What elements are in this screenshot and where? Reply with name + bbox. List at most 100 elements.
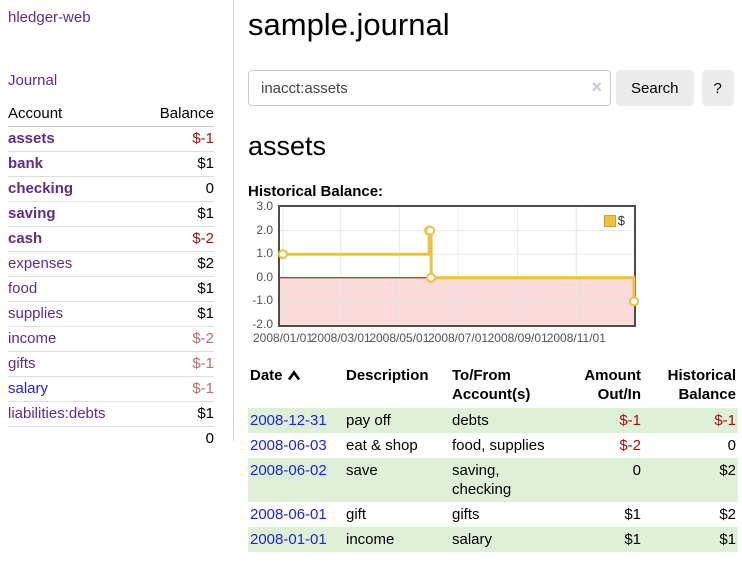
account-link-assets[interactable]: assets xyxy=(8,130,55,147)
description-column-header: Description xyxy=(346,367,429,384)
transaction-amount: $1 xyxy=(624,506,641,523)
transaction-date-link[interactable]: 2008-06-03 xyxy=(250,437,327,454)
account-balance: 0 xyxy=(111,176,214,202)
transaction-description: income xyxy=(346,531,395,548)
account-balance: $2 xyxy=(111,251,214,277)
account-balance-table: Account Balance assets $-1 bank $1 check… xyxy=(8,102,214,451)
account-row: saving $1 xyxy=(8,201,214,227)
account-link-food[interactable]: food xyxy=(8,280,38,297)
account-row: assets $-1 xyxy=(8,126,214,152)
search-button[interactable]: Search xyxy=(616,70,694,106)
accounts-total: 0 xyxy=(111,426,214,451)
page-title: sample.journal xyxy=(248,7,450,42)
account-link-saving[interactable]: saving xyxy=(8,205,56,222)
brand-link[interactable]: hledger-web xyxy=(8,9,91,26)
legend-label: $ xyxy=(617,213,625,228)
transaction-balance: $2 xyxy=(719,506,736,523)
account-balance: $-1 xyxy=(111,126,214,152)
y-tick-label: 2.0 xyxy=(256,222,273,237)
y-tick-label: 1.0 xyxy=(256,246,273,261)
account-link-income[interactable]: income xyxy=(8,330,57,347)
account-balance: $-1 xyxy=(111,351,214,377)
account-row: income $-2 xyxy=(8,326,214,352)
transaction-accounts: salary xyxy=(452,531,493,548)
transaction-description: pay off xyxy=(346,412,391,429)
transaction-row: 2008-06-02 save saving, checking 0 $2 xyxy=(248,458,738,502)
transaction-row: 2008-12-31 pay off debts $-1 $-1 xyxy=(248,408,738,433)
account-link-supplies[interactable]: supplies xyxy=(8,305,64,322)
y-axis-labels: 3.0 2.0 1.0 0.0 -1.0 -2.0 xyxy=(248,199,276,331)
transaction-balance: $-1 xyxy=(714,412,736,429)
x-tick-label: 2008/11/01 xyxy=(546,331,606,345)
account-link-expenses[interactable]: expenses xyxy=(8,255,73,272)
transaction-amount: $-1 xyxy=(619,412,641,429)
balance-column-header: Historical Balance xyxy=(667,367,736,403)
account-row: expenses $2 xyxy=(8,251,214,277)
balance-column-header: Balance xyxy=(111,102,214,127)
transaction-balance: $2 xyxy=(719,462,736,479)
x-tick-label: 2008/01/01 xyxy=(252,331,314,345)
search-input[interactable] xyxy=(248,70,611,106)
transaction-date-link[interactable]: 2008-06-01 xyxy=(250,506,327,523)
transactions-header-row: Date Description To/From Account(s) Amou… xyxy=(248,366,738,408)
account-link-checking[interactable]: checking xyxy=(8,180,74,197)
chart-legend: $ xyxy=(603,213,625,228)
transaction-balance: $1 xyxy=(719,531,736,548)
account-row: bank $1 xyxy=(8,151,214,177)
account-row: cash $-2 xyxy=(8,226,214,252)
transaction-amount: 0 xyxy=(632,462,641,479)
transaction-description: eat & shop xyxy=(346,437,418,454)
account-balance: $1 xyxy=(111,201,214,227)
legend-swatch-icon xyxy=(603,214,616,227)
help-button[interactable]: ? xyxy=(701,70,734,106)
chart-canvas xyxy=(278,207,639,325)
sidebar-item-journal[interactable]: Journal xyxy=(8,72,58,89)
account-balance: $1 xyxy=(111,401,214,427)
account-column-header: Account xyxy=(8,102,111,127)
account-link-bank[interactable]: bank xyxy=(8,155,44,172)
transaction-date-link[interactable]: 2008-06-02 xyxy=(250,462,327,479)
data-point-marker xyxy=(426,272,437,283)
account-row: supplies $1 xyxy=(8,301,214,327)
transaction-accounts: debts xyxy=(452,412,489,429)
amount-column-header: Amount Out/In xyxy=(584,367,641,403)
transaction-accounts: food, supplies xyxy=(452,437,545,454)
account-balance: $1 xyxy=(111,276,214,302)
account-row: gifts $-1 xyxy=(8,351,214,377)
account-link-cash[interactable]: cash xyxy=(8,230,43,247)
sidebar: hledger-web Journal Account Balance asse… xyxy=(0,0,234,451)
date-column-header[interactable]: Date xyxy=(248,366,344,408)
account-link-gifts[interactable]: gifts xyxy=(8,355,36,372)
transaction-row: 2008-06-01 gift gifts $1 $2 xyxy=(248,502,738,527)
chart-plot-area: $ xyxy=(278,205,639,327)
transaction-date-link[interactable]: 2008-12-31 xyxy=(250,412,327,429)
account-balance: $1 xyxy=(111,301,214,327)
x-tick-label: 2008/05/01 xyxy=(369,331,430,345)
x-tick-label: 2008/03/01 xyxy=(310,331,371,345)
transaction-date-link[interactable]: 2008-01-01 xyxy=(250,531,327,548)
account-balance: $-2 xyxy=(111,226,214,252)
account-link-liabilities-debts[interactable]: liabilities:debts xyxy=(8,405,106,422)
x-axis-labels: 2008/01/01 2008/03/01 2008/05/01 2008/07/01… xyxy=(248,331,742,347)
account-row: checking 0 xyxy=(8,176,214,202)
account-balance: $-2 xyxy=(111,326,214,352)
search-form: × Search ? xyxy=(248,70,742,106)
transaction-row: 2008-06-03 eat & shop food, supplies $-2… xyxy=(248,433,738,458)
transaction-row: 2008-01-01 income salary $1 $1 xyxy=(248,527,738,552)
account-row: salary $-1 xyxy=(8,376,214,402)
transaction-description: gift xyxy=(346,506,367,523)
chart-title: Historical Balance: xyxy=(248,183,384,200)
account-row: liabilities:debts $1 xyxy=(8,401,214,427)
account-balance: $1 xyxy=(111,151,214,177)
x-tick-label: 2008/09/01 xyxy=(487,331,548,345)
main-content: sample.journal × Search ? assets Histori… xyxy=(248,0,742,552)
y-tick-label: -1.0 xyxy=(252,293,273,308)
account-link-salary[interactable]: salary xyxy=(8,380,49,397)
transaction-description: save xyxy=(346,462,378,479)
y-tick-label: 3.0 xyxy=(256,199,273,213)
data-point-marker xyxy=(278,249,288,260)
transactions-table: Date Description To/From Account(s) Amou… xyxy=(248,366,738,552)
clear-search-icon[interactable]: × xyxy=(591,77,602,97)
account-row: food $1 xyxy=(8,276,214,302)
